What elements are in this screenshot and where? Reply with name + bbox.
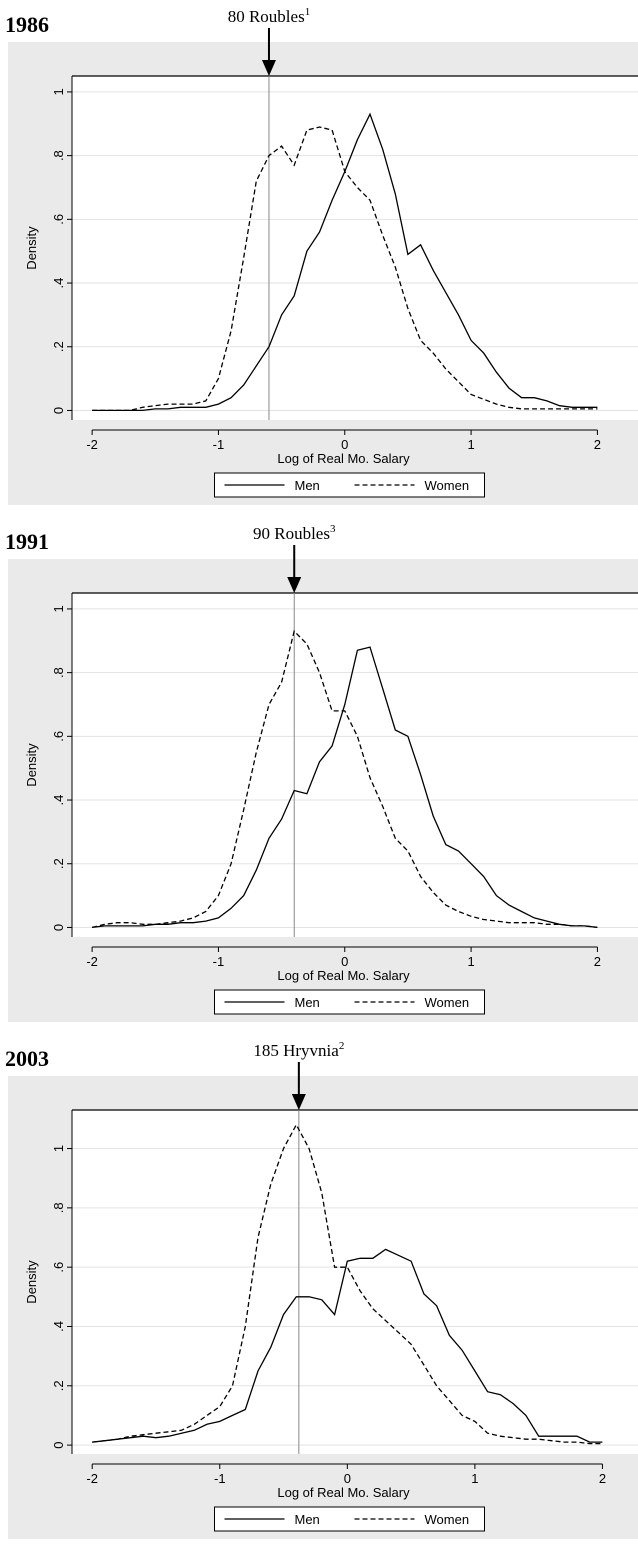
x-tick-label: -1 <box>214 1471 226 1486</box>
legend-label: Women <box>425 995 470 1010</box>
x-tick-label: 1 <box>467 437 474 452</box>
y-axis-label: Density <box>24 226 39 270</box>
y-tick-label: .4 <box>51 795 66 806</box>
y-tick-label: .6 <box>51 1262 66 1273</box>
x-axis-label: Log of Real Mo. Salary <box>277 1485 410 1500</box>
y-tick-label: 1 <box>51 88 66 95</box>
x-tick-label: -2 <box>86 954 98 969</box>
annotation-text: 90 Roubles <box>253 524 330 543</box>
legend-label: Women <box>425 478 470 493</box>
x-tick-label: 0 <box>344 1471 351 1486</box>
legend-label: Women <box>425 1512 470 1527</box>
y-tick-label: .8 <box>51 1202 66 1213</box>
x-tick-label: 1 <box>467 954 474 969</box>
annotation-text: 185 Hryvnia <box>253 1041 339 1060</box>
annotation-superscript: 1 <box>305 6 311 18</box>
x-axis-label: Log of Real Mo. Salary <box>277 968 410 983</box>
legend-label: Men <box>295 1512 320 1527</box>
plot-background <box>72 1110 638 1454</box>
annotation-superscript: 3 <box>330 523 336 535</box>
chart-title: 2003 <box>5 1046 49 1071</box>
legend-label: Men <box>295 478 320 493</box>
x-tick-label: 1 <box>471 1471 478 1486</box>
y-axis-label: Density <box>24 1260 39 1304</box>
y-tick-label: 1 <box>51 1145 66 1152</box>
x-tick-label: 0 <box>341 954 348 969</box>
x-axis-label: Log of Real Mo. Salary <box>277 451 410 466</box>
x-tick-label: -2 <box>86 437 98 452</box>
x-tick-label: 2 <box>594 954 601 969</box>
annotation: 90 Roubles3 <box>253 523 336 543</box>
y-tick-label: .6 <box>51 214 66 225</box>
y-axis-label: Density <box>24 743 39 787</box>
x-tick-label: 0 <box>341 437 348 452</box>
x-tick-label: -1 <box>213 437 225 452</box>
y-tick-label: .2 <box>51 1380 66 1391</box>
series-line <box>92 646 598 929</box>
y-tick-label: .8 <box>51 150 66 161</box>
series-line <box>92 1248 603 1443</box>
arrow-head <box>287 577 302 593</box>
annotation: 185 Hryvnia2 <box>253 1040 344 1060</box>
y-tick-label: 0 <box>51 407 66 414</box>
annotation-superscript: 2 <box>339 1040 345 1052</box>
y-tick-label: .4 <box>51 278 66 289</box>
x-tick-label: -1 <box>213 954 225 969</box>
x-tick-label: 2 <box>599 1471 606 1486</box>
plot-background <box>72 76 638 420</box>
plot-background <box>72 593 638 937</box>
series-line <box>92 126 598 412</box>
chart-title: 1986 <box>5 12 49 37</box>
x-tick-label: 2 <box>594 437 601 452</box>
y-tick-label: .2 <box>51 858 66 869</box>
y-tick-label: .4 <box>51 1321 66 1332</box>
x-tick-label: -2 <box>86 1471 98 1486</box>
y-tick-label: 1 <box>51 605 66 612</box>
y-tick-label: .6 <box>51 731 66 742</box>
arrow-head <box>261 60 276 76</box>
arrow-head <box>291 1094 306 1110</box>
annotation: 80 Roubles1 <box>228 6 310 26</box>
y-tick-label: 0 <box>51 1441 66 1448</box>
chart-panel: 1991 90 Roubles3 0 .2 .4 .6 .8 1 -2 -1 0 1 2 Log of R… <box>5 523 638 1022</box>
series-line <box>91 629 598 929</box>
legend-label: Men <box>295 995 320 1010</box>
y-tick-label: 0 <box>51 924 66 931</box>
series-line <box>92 1123 603 1445</box>
y-tick-label: .2 <box>51 341 66 352</box>
y-tick-label: .8 <box>51 667 66 678</box>
annotation-text: 80 Roubles <box>228 7 305 26</box>
chart-title: 1991 <box>5 529 49 554</box>
